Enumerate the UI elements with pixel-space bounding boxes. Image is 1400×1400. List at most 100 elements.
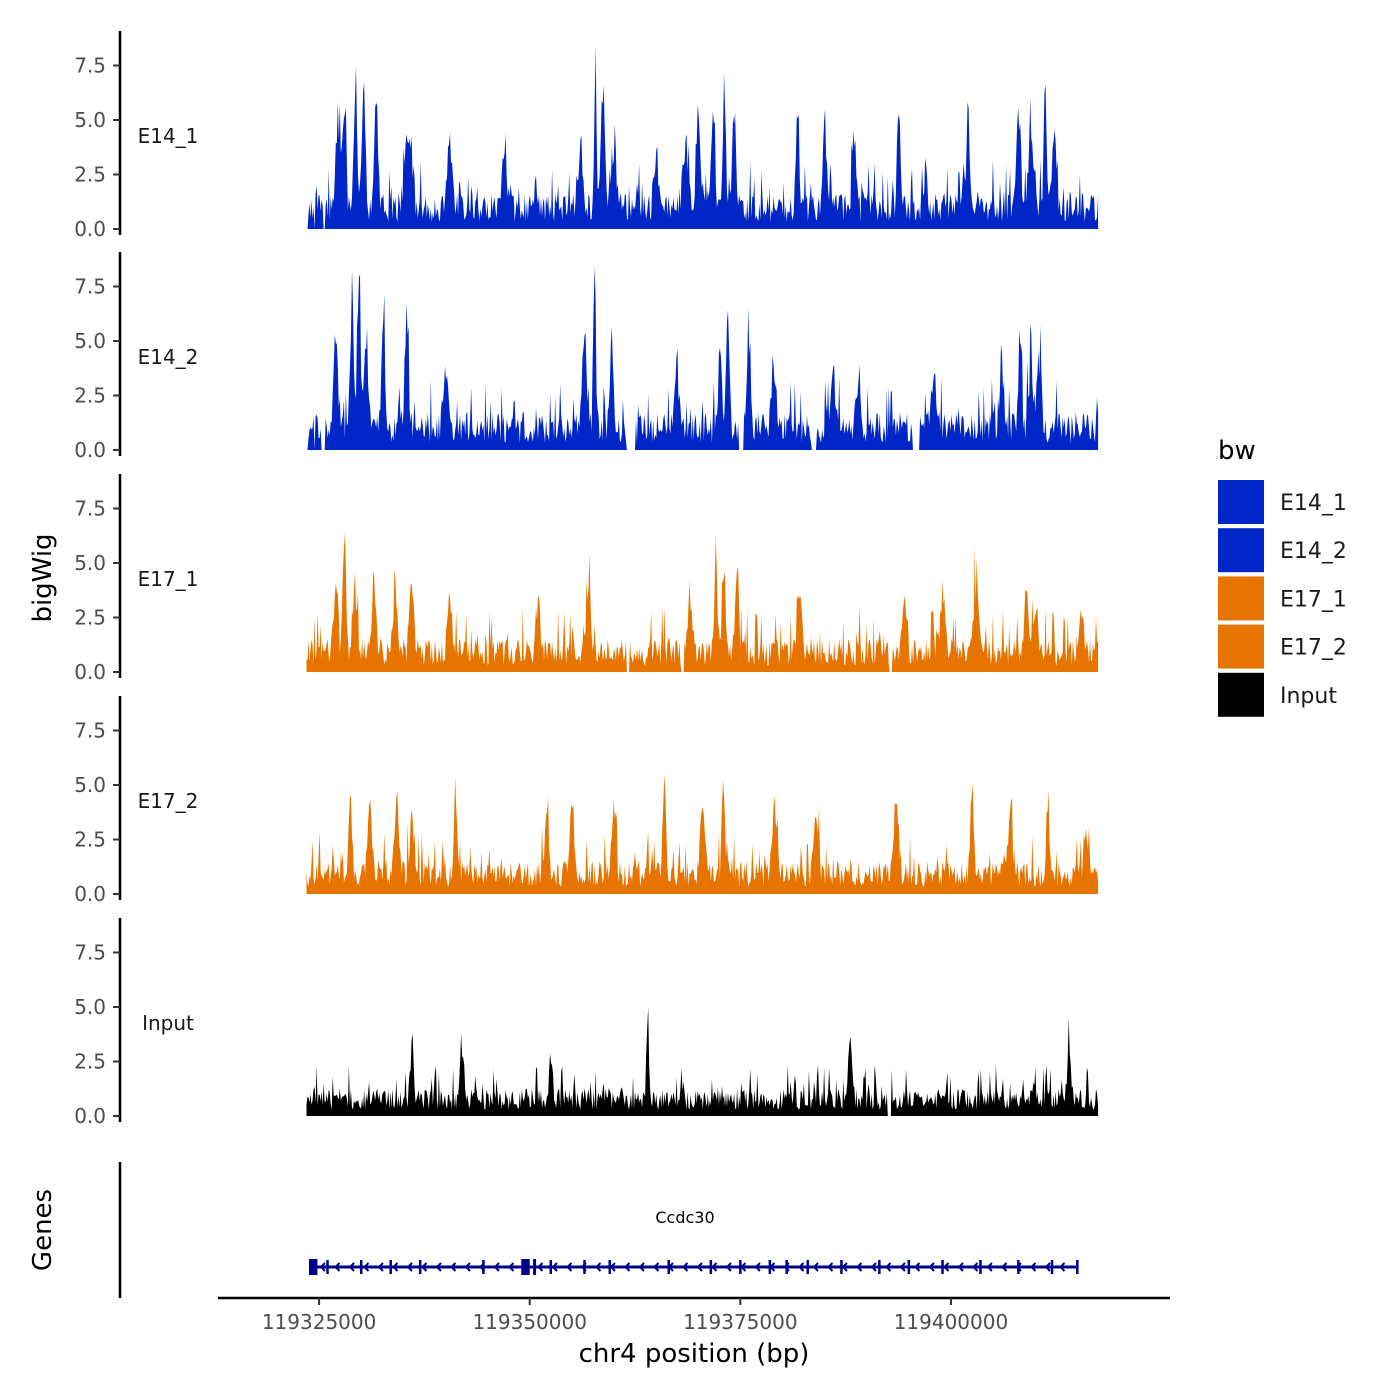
track-label-input: Input: [142, 1011, 194, 1035]
strand-arrow: [870, 1262, 877, 1272]
genes-axis-title: Genes: [28, 1189, 58, 1271]
strand-arrow: [638, 1262, 645, 1272]
y-tick-label: 2.5: [74, 384, 106, 408]
legend-label-e17_2: E17_2: [1280, 636, 1347, 661]
strand-arrow: [827, 1262, 834, 1272]
strand-arrow: [464, 1262, 471, 1272]
strand-arrow: [566, 1262, 573, 1272]
strand-arrow: [392, 1262, 399, 1272]
y-tick-label: 0.0: [74, 438, 106, 462]
y-tick-label: 2.5: [74, 606, 106, 630]
y-tick-label: 7.5: [74, 275, 106, 299]
strand-arrow: [1015, 1262, 1022, 1272]
y-tick-label: 7.5: [74, 719, 106, 743]
strand-arrow: [348, 1262, 355, 1272]
strand-arrow: [754, 1262, 761, 1272]
exon-block: [308, 1259, 318, 1275]
strand-arrow: [841, 1262, 848, 1272]
track-label-e17_2: E17_2: [138, 789, 199, 813]
signal-area-e17_1: [306, 532, 1099, 672]
signal-area-e14_1: [306, 45, 1099, 229]
strand-arrow: [943, 1262, 950, 1272]
y-tick-label: 5.0: [74, 773, 106, 797]
y-tick-label: 5.0: [74, 108, 106, 132]
strand-arrow: [1044, 1262, 1051, 1272]
strand-arrow: [334, 1262, 341, 1272]
strand-arrow: [624, 1262, 631, 1272]
legend-swatch-e17_2: [1218, 624, 1264, 669]
y-tick-label: 5.0: [74, 995, 106, 1019]
x-tick-label: 119375000: [683, 1310, 798, 1334]
strand-arrow: [450, 1262, 457, 1272]
y-tick-label: 5.0: [74, 329, 106, 353]
strand-arrow: [696, 1262, 703, 1272]
strand-arrow: [914, 1262, 921, 1272]
signal-area-input: [306, 1006, 1099, 1116]
y-tick-label: 7.5: [74, 941, 106, 965]
strand-arrow: [972, 1262, 979, 1272]
strand-arrow: [899, 1262, 906, 1272]
track-label-e14_1: E14_1: [138, 124, 199, 148]
strand-arrow: [711, 1262, 718, 1272]
strand-arrow: [319, 1262, 326, 1272]
panel-e14_1: 0.0 2.5 5.0 7.5 E14_1: [74, 31, 1099, 241]
x-tick-label: 119400000: [894, 1310, 1009, 1334]
y-tick-label: 0.0: [74, 1104, 106, 1128]
signal-area-e14_2: [306, 266, 1099, 450]
strand-arrow: [812, 1262, 819, 1272]
strand-arrow: [537, 1262, 544, 1272]
x-tick-label: 119350000: [472, 1310, 587, 1334]
strand-arrow: [986, 1262, 993, 1272]
panel-e14_2: 0.0 2.5 5.0 7.5 E14_2: [74, 252, 1099, 462]
legend-label-input: Input: [1280, 684, 1337, 709]
y-tick-label: 7.5: [74, 497, 106, 521]
strand-arrow: [798, 1262, 805, 1272]
strand-arrow: [1001, 1262, 1008, 1272]
y-tick-label: 0.0: [74, 660, 106, 684]
strand-arrow: [435, 1262, 442, 1272]
legend-swatch-e14_1: [1218, 480, 1264, 524]
legend-label-e14_1: E14_1: [1280, 491, 1347, 516]
y-tick-label: 2.5: [74, 1050, 106, 1074]
x-axis-title: chr4 position (bp): [579, 1339, 810, 1369]
strand-arrow: [1030, 1262, 1037, 1272]
legend-swatch-e17_1: [1218, 576, 1264, 621]
strand-arrow: [682, 1262, 689, 1272]
legend-label-e17_1: E17_1: [1280, 587, 1347, 612]
strand-arrow: [856, 1262, 863, 1272]
strand-arrow: [551, 1262, 558, 1272]
track-label-e14_2: E14_2: [138, 345, 199, 369]
signal-area-e17_2: [306, 773, 1099, 894]
track-label-e17_1: E17_1: [138, 567, 199, 591]
legend-swatch-input: [1218, 672, 1264, 717]
gene-track: [308, 1259, 1079, 1275]
gene-panel: Ccdc30: [118, 1162, 1079, 1298]
strand-arrow: [725, 1262, 732, 1272]
strand-arrow: [928, 1262, 935, 1272]
strand-arrow: [885, 1262, 892, 1272]
y-tick-label: 7.5: [74, 54, 106, 78]
strand-arrow: [363, 1262, 370, 1272]
legend: bw E14_1 E14_2 E17_1 E17_2 Input: [1218, 436, 1347, 717]
y-tick-label: 2.5: [74, 163, 106, 187]
exon-block: [521, 1259, 530, 1275]
strand-arrow: [653, 1262, 660, 1272]
legend-label-e14_2: E14_2: [1280, 539, 1347, 564]
strand-arrow: [421, 1262, 428, 1272]
y-axis-title: bigWig: [28, 533, 58, 622]
panel-e17_2: 0.0 2.5 5.0 7.5 E17_2: [74, 696, 1099, 906]
y-tick-label: 0.0: [74, 882, 106, 906]
panel-input: 0.0 2.5 5.0 7.5 Input: [74, 918, 1099, 1128]
legend-swatch-e14_2: [1218, 528, 1264, 573]
exon-block: [533, 1259, 537, 1275]
strand-arrow: [493, 1262, 500, 1272]
strand-arrow: [508, 1262, 515, 1272]
x-tick-label: 119325000: [262, 1310, 377, 1334]
strand-arrow: [406, 1262, 413, 1272]
y-tick-label: 5.0: [74, 551, 106, 575]
strand-arrow: [957, 1262, 964, 1272]
x-axis: 119325000 119350000 119375000 119400000: [218, 1296, 1170, 1334]
panel-e17_1: 0.0 2.5 5.0 7.5 E17_1: [74, 474, 1099, 684]
legend-title: bw: [1218, 436, 1256, 466]
